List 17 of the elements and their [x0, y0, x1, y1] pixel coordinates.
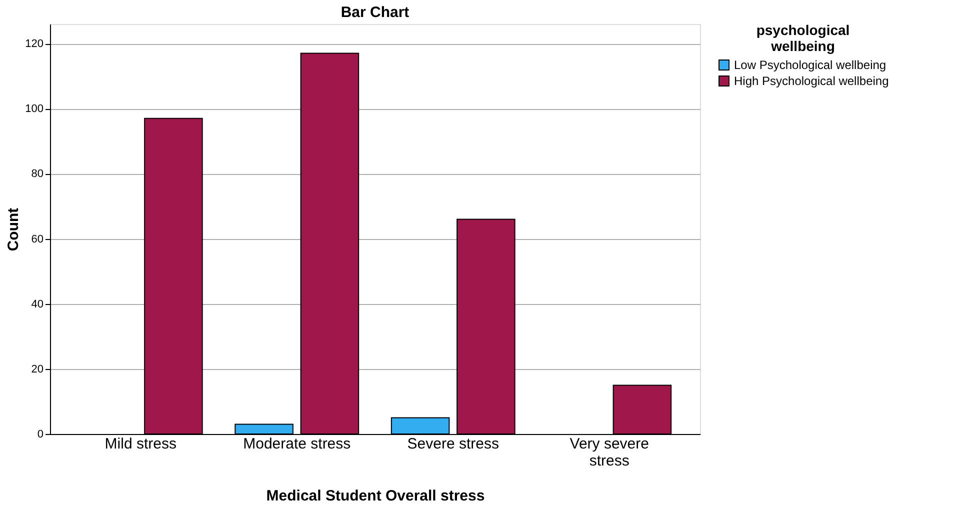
x-tick-label: Moderate stress [243, 436, 351, 452]
x-tick-label: Mild stress [104, 436, 176, 452]
y-tick-label: 0 [37, 428, 44, 440]
x-axis-title: Medical Student Overall stress [266, 488, 485, 504]
x-tick-label: Very severe stress [570, 436, 649, 470]
chart-title: Bar Chart [340, 4, 410, 21]
y-tick-label: 100 [25, 103, 44, 116]
y-axis-title: Count [5, 208, 22, 252]
y-tick-label: 120 [25, 38, 44, 50]
y-tick-label: 20 [31, 363, 44, 376]
legend-label: Low Psychological wellbeing [734, 58, 886, 72]
y-tick-label: 80 [31, 168, 44, 180]
y-tick-label: 60 [31, 233, 44, 246]
legend-title: psychological wellbeing [756, 22, 850, 54]
legend-label: High Psychological wellbeing [734, 74, 889, 88]
x-tick-label: Severe stress [407, 436, 499, 452]
y-tick-label: 40 [31, 298, 44, 310]
